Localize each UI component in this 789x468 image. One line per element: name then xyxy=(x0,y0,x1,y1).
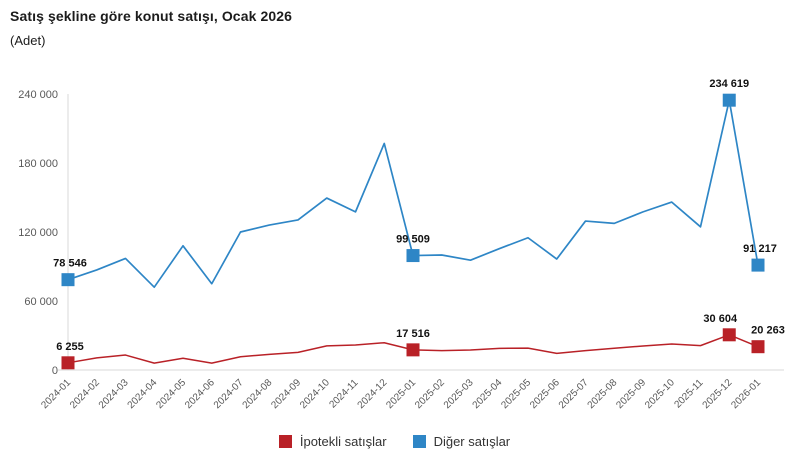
x-tick-label: 2025-11 xyxy=(672,377,706,411)
x-tick-label: 2025-07 xyxy=(557,377,591,411)
data-point-marker[interactable] xyxy=(722,328,736,342)
data-point-label: 17 516 xyxy=(396,328,430,340)
data-point-label: 91 217 xyxy=(743,243,777,255)
y-tick-label: 180 000 xyxy=(18,158,58,170)
x-tick-label: 2025-12 xyxy=(701,377,735,411)
chart-legend: İpotekli satışlar Diğer satışlar xyxy=(0,426,789,456)
chart-header: Satış şekline göre konut satışı, Ocak 20… xyxy=(10,8,292,48)
x-tick-label: 2024-06 xyxy=(183,377,217,411)
data-point-marker[interactable] xyxy=(406,249,420,263)
x-tick-label: 2024-05 xyxy=(154,377,188,411)
chart-subtitle: (Adet) xyxy=(10,33,46,48)
legend-label: İpotekli satışlar xyxy=(299,433,387,449)
x-tick-label: 2025-03 xyxy=(442,377,476,411)
x-tick-label: 2025-05 xyxy=(499,377,533,411)
x-tick-label: 2025-01 xyxy=(384,377,418,411)
data-point-marker[interactable] xyxy=(406,343,420,357)
x-tick-label: 2024-07 xyxy=(212,377,246,411)
x-tick-label: 2025-09 xyxy=(614,377,648,411)
legend-swatch-blue-icon xyxy=(412,434,426,448)
data-point-label: 30 604 xyxy=(703,313,738,325)
x-tick-label: 2025-08 xyxy=(586,377,620,411)
x-tick-label: 2025-10 xyxy=(643,377,677,411)
data-point-marker[interactable] xyxy=(61,273,75,287)
x-tick-label: 2024-03 xyxy=(97,377,131,411)
legend-swatch-red-icon xyxy=(278,434,292,448)
data-point-marker[interactable] xyxy=(722,93,736,107)
legend-label: Diğer satışlar xyxy=(433,433,511,449)
y-tick-label: 0 xyxy=(52,365,58,377)
data-point-label: 20 263 xyxy=(751,325,785,337)
legend-item-diger-satislar[interactable]: Diğer satışlar xyxy=(412,433,511,449)
data-point-label: 99 509 xyxy=(396,234,430,246)
x-tick-label: 2024-04 xyxy=(126,377,160,411)
x-tick-label: 2024-02 xyxy=(68,377,102,411)
data-point-marker[interactable] xyxy=(751,258,765,272)
x-tick-label: 2025-06 xyxy=(528,377,562,411)
y-tick-label: 240 000 xyxy=(18,89,58,101)
data-point-label: 6 255 xyxy=(56,341,84,353)
x-tick-label: 2024-11 xyxy=(327,377,361,411)
x-tick-label: 2025-04 xyxy=(471,377,505,411)
data-point-label: 234 619 xyxy=(709,78,749,90)
data-point-marker[interactable] xyxy=(61,356,75,370)
x-tick-label: 2024-09 xyxy=(269,377,303,411)
y-tick-label: 60 000 xyxy=(24,296,58,308)
chart-title: Satış şekline göre konut satışı, Ocak 20… xyxy=(10,8,292,24)
data-point-label: 78 546 xyxy=(53,258,87,270)
x-tick-label: 2026-01 xyxy=(729,377,763,411)
legend-item-ipotekli-satislar[interactable]: İpotekli satışlar xyxy=(278,433,387,449)
data-point-marker[interactable] xyxy=(751,340,765,354)
x-tick-label: 2024-10 xyxy=(298,377,332,411)
x-tick-label: 2025-02 xyxy=(413,377,447,411)
y-tick-label: 120 000 xyxy=(18,227,58,239)
x-tick-label: 2024-01 xyxy=(39,377,73,411)
x-tick-label: 2024-12 xyxy=(356,377,390,411)
x-tick-label: 2024-08 xyxy=(241,377,275,411)
